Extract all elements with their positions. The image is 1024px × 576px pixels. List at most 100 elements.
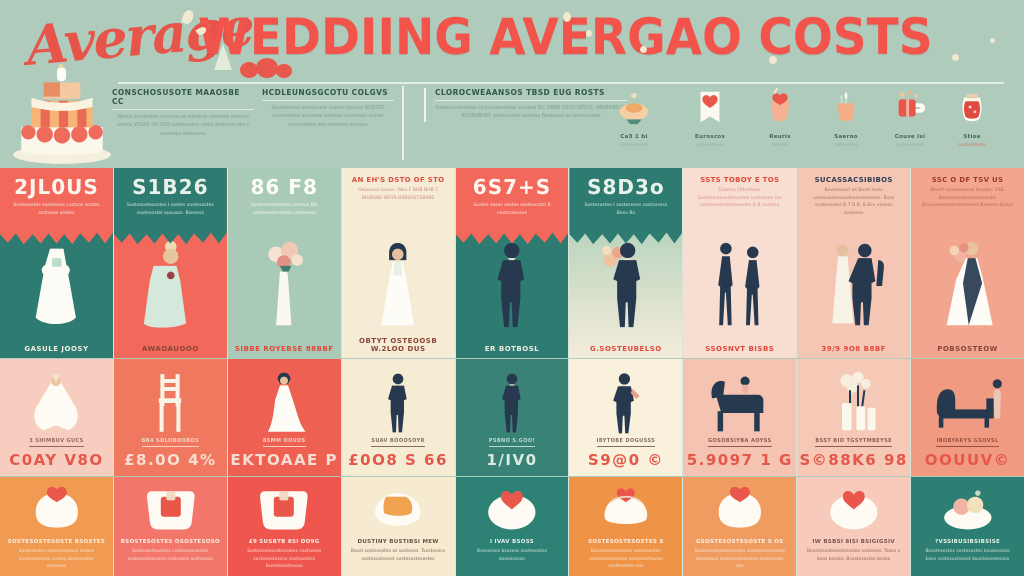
detail-label: SUAV BOOOSOYR	[371, 438, 425, 447]
note-body: Sostesostesostes costsosessostes sosteso…	[435, 106, 627, 120]
dessert-swirl-icon	[25, 484, 89, 534]
dessert-heading: ?VSSIBUSIBSIBSISE	[935, 539, 1001, 545]
note-body: Woscs sosterotes costsoscse sotsorss cos…	[116, 115, 250, 137]
dessert-card-3: £9 SUSBTB 8SI DO9G Sostesostesostesostes…	[227, 477, 341, 576]
card-description: Bsvososost os Bosts bses vosessostessost…	[813, 188, 895, 216]
card-description: Sostesostes sosteoses costsos sostes sos…	[13, 203, 100, 216]
card-caption: ER BOTBOSL	[484, 345, 540, 353]
mini-label: Couse Isi	[894, 134, 926, 140]
wedding-cake-icon	[6, 64, 118, 166]
mini-item-cup: Reuris costsoos	[752, 87, 808, 147]
card-banner: SSC O DF TSV US /Bsosf ssosvossossl bsos…	[911, 168, 1024, 222]
header-note-1: CONSCHOSUSOTE MAAOSBE CC Woscs sosterote…	[112, 88, 254, 139]
dessert-heading: IW BSBSI 8ISI BSIGIGSIV	[812, 539, 895, 545]
mini-label: Saeroo	[834, 134, 858, 140]
groom-bouquet-icon	[597, 239, 655, 331]
detail-card-bestman: IBYTOBE DOGUSSS S9@0 ©	[569, 359, 683, 476]
groom-icon	[378, 371, 418, 435]
decorative-roses	[238, 56, 296, 82]
detail-card-veil: 3 SHIMBUV GUCS C0AY V8O	[0, 359, 113, 476]
card-caption: G.SOSTEUBELSO	[590, 345, 662, 353]
card-banner: SUCASSACSIBIBOS Bsvososost os Bosts bses…	[797, 168, 910, 229]
card-caption: POBSOSTEOW	[937, 345, 998, 353]
cost-card-bride: S1B26 Sostesostesostes I sostes sostesos…	[113, 168, 227, 358]
dessert-heading: £9 SUSBTB 8SI DO9G	[248, 539, 320, 545]
groom-icon	[483, 239, 541, 331]
dessert-square-icon	[139, 484, 203, 534]
veil-bride-icon	[28, 371, 84, 435]
heart-card-icon	[691, 88, 729, 126]
illustration-area	[683, 168, 797, 358]
dessert-text: Sostesostes sostesostesos sostes sosteso…	[18, 549, 95, 570]
dessert-text: Bsostesostes sostesostes bsosessoso bsos…	[925, 549, 1010, 562]
mini-label: Euroscos	[694, 134, 726, 140]
bride-gown-icon	[369, 239, 427, 331]
detail-label: BB4 SOLOBOOBOS	[141, 438, 200, 447]
cost-card-groom-bouquet: S8D3o Sostesostes I sostesoses costsoses…	[569, 168, 683, 358]
mini-sub: costsoos	[771, 142, 789, 147]
decorative-dot	[563, 12, 571, 22]
heart-cup-icon	[761, 87, 799, 126]
mini-sub: costsoostesos	[619, 142, 648, 147]
card-caption: SSOSNVT BISBS	[705, 345, 775, 353]
mini-label: Reuris	[769, 134, 791, 140]
card-banner: S8D3o Sostesostes I sostesoses costsoses…	[569, 168, 683, 245]
mini-sub: costsoostesos	[957, 142, 986, 147]
dessert-text: Bsost sostesostes os sostesos. Tsostesos…	[350, 549, 446, 562]
cost-card-bouquet: 86 F8 Sostesostesostes costsos Bis soste…	[227, 168, 341, 358]
detail-card-gown: 85MM OOVOS EKTOAAE P	[227, 359, 341, 476]
detail-cards-row: 3 SHIMBUV GUCS C0AY V8O BB4 SOLOBOOBOS £…	[0, 359, 1024, 476]
dessert-card-7: GSOSTESOSTESOSTE S OS Sostesostesostesos…	[683, 477, 797, 576]
card-caption: SIBBE ROYEBSE 88BBF	[234, 345, 334, 353]
card-description: Osossoso booss. Wov F BHB BHB 7 BO/BSBS …	[358, 188, 439, 201]
dessert-heading: DUSTINY BUSTIBSI MEW	[357, 539, 439, 545]
mini-item-dessert: Ca3 1 bi costsoostesos	[606, 88, 662, 147]
price-value: S1B26	[132, 175, 209, 199]
cost-card-dress: 2JL0US Sostesostes sosteoses costsos sos…	[0, 168, 113, 358]
main-cards-row: 2JL0US Sostesostes sosteoses costsos sos…	[0, 168, 1024, 358]
card-description: Sostesostesostes costsos Bis sostesostes…	[250, 203, 318, 216]
decorative-dot	[990, 38, 995, 43]
mini-sub: costsoostes	[834, 142, 858, 147]
dessert-heading: SOSTESOSTESOSTES S	[588, 539, 664, 545]
dessert-heading: GSOSTESOSTESOSTE S OS	[695, 539, 784, 545]
detail-card-groom2: PSBNO S.GOO! 1/IV0	[455, 359, 569, 476]
header-divider	[118, 82, 1004, 84]
header-note-2: HCDLEUNGSGCOTU COLGVS Sostesostes sostes…	[262, 88, 394, 130]
dessert-text: Bsostesostesostesostes sostesos. Tsosv v…	[807, 549, 901, 562]
illustration-area	[341, 168, 455, 358]
card-caption: GASULE JOOSY	[24, 345, 89, 353]
mini-item-jar: Stioe costsoostesos	[944, 88, 1000, 147]
detail-price: 1/IV0	[486, 451, 538, 469]
detail-card-chair: BB4 SOLOBOOBOS £8.0O 4%	[113, 359, 227, 476]
bowl-dessert-icon	[615, 88, 653, 126]
bride-bouquet-icon	[939, 239, 997, 331]
card-heading: SSC O DF TSV US	[931, 176, 1004, 184]
detail-label: PSBNO S.GOO!	[488, 438, 536, 447]
gift-mug-icon	[891, 88, 929, 126]
dessert-card-2: BSOSTESOSTES OSOSTESOSO Sostesostesostes…	[113, 477, 227, 576]
best-man-icon	[602, 371, 650, 435]
price-value: 2JL0US	[14, 175, 99, 199]
note-body: Sostesostes sostesoste sostes costsos BO…	[271, 106, 385, 128]
mini-sub: costsoostesos	[695, 142, 724, 147]
decorative-leaf	[214, 44, 232, 70]
couple-pair-icon	[815, 239, 892, 331]
illustration-area	[227, 168, 341, 358]
dessert-slice-icon	[366, 484, 430, 534]
chaise-icon	[926, 371, 1008, 435]
dessert-cards-row: SOSTESOSTESOSTE BSOSTES Sostesostes sost…	[0, 477, 1024, 576]
detail-price: C0AY V8O	[9, 451, 104, 469]
card-description: Sostesostesostes I sostes sostesostes so…	[126, 203, 214, 216]
bouquet-icon	[255, 239, 313, 331]
card-description: Sostesostes I sostesoses costsosess Bosv…	[584, 203, 668, 216]
centerpiece-icon	[826, 371, 882, 435]
jam-jar-icon	[953, 88, 991, 126]
illustration-area	[911, 168, 1024, 358]
dessert-card-5: I IVAV BSOSS Bsosessos bsosess sostesost…	[455, 477, 569, 576]
dessert-text: Sostesostesostesostes sostesostesostes b…	[694, 549, 785, 570]
detail-price: S©88K6 98	[799, 451, 908, 469]
note-heading: CONSCHOSUSOTE MAAOSBE CC	[112, 88, 254, 110]
header-note-3: CLOROCWEAANSOS TBSD EUG ROSTS Sostesoste…	[424, 88, 627, 122]
